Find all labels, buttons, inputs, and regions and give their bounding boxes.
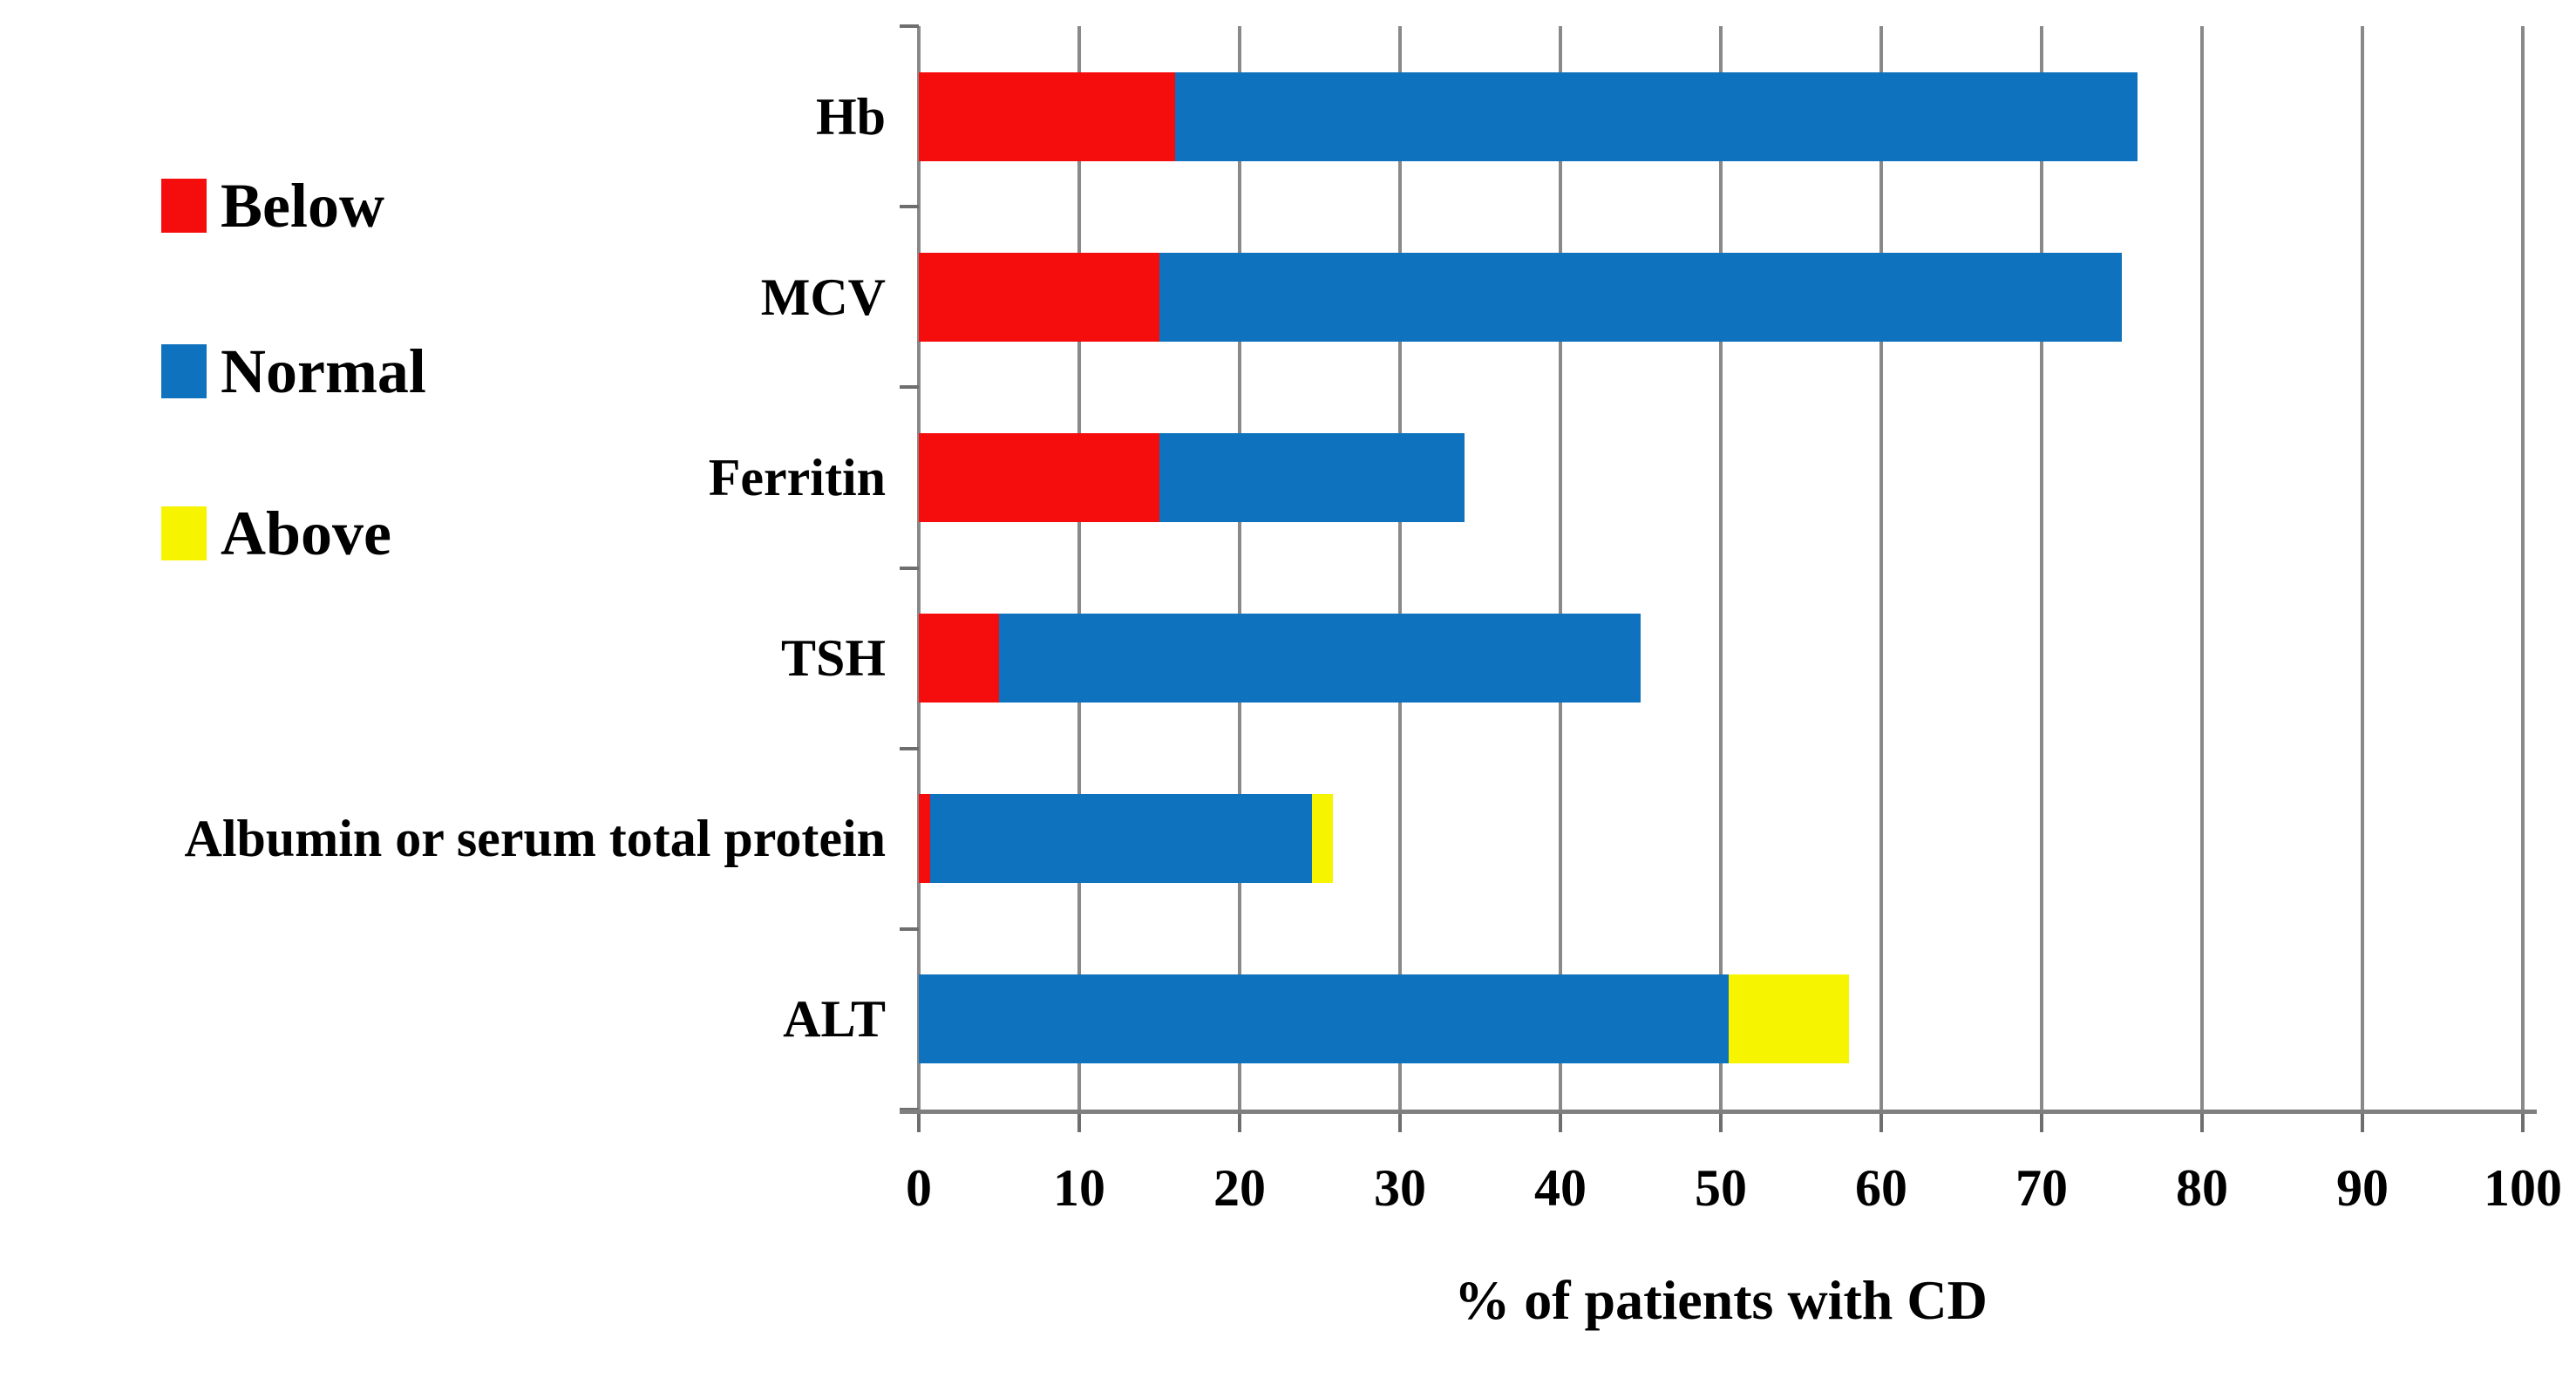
x-tick-label: 50	[1695, 1159, 1747, 1217]
x-tick-mark	[917, 1110, 921, 1132]
bar-segment-normal	[1175, 71, 2138, 161]
legend-swatch-normal-icon	[161, 344, 207, 398]
y-tick-mark	[900, 566, 919, 570]
category-label: Hb	[815, 87, 886, 146]
gridline	[1398, 26, 1402, 1110]
bar-row	[919, 974, 1850, 1064]
legend-label-below: Below	[221, 171, 384, 241]
x-tick-label: 40	[1534, 1159, 1587, 1217]
bar-segment-below	[919, 614, 999, 703]
bar-row	[919, 71, 2138, 161]
bar-row	[919, 252, 2122, 342]
bar-row	[919, 794, 1333, 884]
x-tick-mark	[1879, 1110, 1883, 1132]
gridline	[2361, 26, 2364, 1110]
x-tick-mark	[2361, 1110, 2364, 1132]
legend-label-above: Above	[221, 499, 391, 568]
legend-item-above: Above	[161, 502, 391, 565]
x-tick-mark	[1398, 1110, 1402, 1132]
y-tick-mark	[900, 205, 919, 209]
x-tick-label: 70	[2015, 1159, 2068, 1217]
legend-item-normal: Normal	[161, 340, 426, 403]
x-axis-line	[900, 1110, 2537, 1114]
gridline	[1879, 26, 1883, 1110]
x-tick-mark	[1077, 1110, 1081, 1132]
bar-segment-normal	[999, 614, 1641, 703]
legend-item-below: Below	[161, 174, 384, 237]
y-tick-mark	[900, 24, 919, 28]
bar-segment-normal	[1159, 432, 1465, 522]
x-tick-mark	[1559, 1110, 1562, 1132]
gridline	[1719, 26, 1723, 1110]
gridline	[1238, 26, 1241, 1110]
legend-label-normal: Normal	[221, 336, 426, 406]
x-tick-mark	[2040, 1110, 2043, 1132]
bar-segment-normal	[929, 794, 1312, 884]
bar-segment-below	[919, 794, 930, 884]
bar-segment-below	[919, 252, 1159, 342]
x-tick-mark	[2521, 1110, 2525, 1132]
x-tick-mark	[2200, 1110, 2204, 1132]
category-label: Albumin or serum total protein	[184, 810, 886, 868]
y-tick-mark	[900, 927, 919, 931]
y-tick-mark	[900, 385, 919, 390]
x-tick-label: 100	[2484, 1159, 2562, 1217]
bar-segment-above	[1729, 974, 1850, 1064]
x-axis-title: % of patients with CD	[1454, 1269, 1988, 1331]
bar-segment-above	[1311, 794, 1333, 884]
category-label: ALT	[783, 990, 886, 1049]
legend-swatch-above-icon	[161, 506, 207, 560]
x-tick-label: 90	[2336, 1159, 2389, 1217]
bar-segment-normal	[1159, 252, 2122, 342]
x-tick-label: 60	[1855, 1159, 1907, 1217]
y-tick-mark	[900, 746, 919, 750]
x-tick-label: 10	[1053, 1159, 1105, 1217]
x-tick-mark	[1719, 1110, 1723, 1132]
bar-segment-below	[919, 432, 1159, 522]
bar-segment-below	[919, 71, 1176, 161]
bar-segment-normal	[919, 974, 1730, 1064]
gridline	[2200, 26, 2204, 1110]
x-tick-label: 20	[1213, 1159, 1266, 1217]
bar-row	[919, 614, 1641, 703]
category-label: TSH	[780, 629, 886, 688]
gridline	[917, 26, 921, 1110]
category-label: MCV	[760, 268, 886, 326]
bar-row	[919, 432, 1465, 522]
gridline	[2521, 26, 2525, 1110]
x-tick-mark	[1238, 1110, 1241, 1132]
gridline	[1077, 26, 1081, 1110]
gridline	[1559, 26, 1562, 1110]
gridline	[2040, 26, 2043, 1110]
x-tick-label: 80	[2176, 1159, 2228, 1217]
x-tick-label: 0	[906, 1159, 932, 1217]
x-tick-label: 30	[1374, 1159, 1426, 1217]
category-label: Ferritin	[708, 448, 886, 506]
legend-swatch-below-icon	[161, 179, 207, 233]
